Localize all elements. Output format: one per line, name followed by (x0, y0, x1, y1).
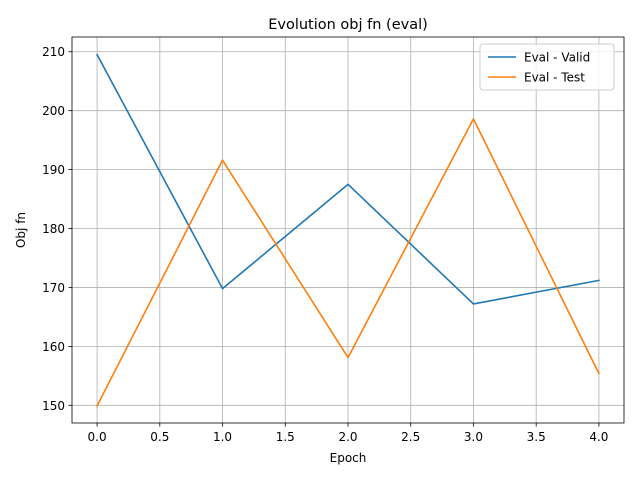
axis-ticks: 0.0 0.5 1.0 1.5 2.0 2.5 3.0 3.5 4.0 150 160 170 180 1… (42, 45, 608, 444)
x-axis-label: Epoch (330, 451, 367, 465)
legend-entry-label: Eval - Test (524, 71, 585, 85)
x-tick-label: 2.0 (338, 430, 357, 444)
series-lines (96, 53, 600, 407)
x-tick-label: 0.5 (150, 430, 169, 444)
legend-box (479, 43, 615, 91)
y-tick-label: 160 (42, 340, 65, 354)
y-tick-label: 150 (42, 399, 65, 413)
y-tick-label: 210 (42, 45, 65, 59)
legend: Eval - Valid Eval - Test (479, 43, 615, 91)
x-tick-label: 1.0 (213, 430, 232, 444)
x-tick-label: 3.0 (464, 430, 483, 444)
x-tick-label: 3.5 (527, 430, 546, 444)
x-tick-label: 2.5 (401, 430, 420, 444)
series-line-eval-valid (96, 53, 600, 305)
legend-entry-label: Eval - Valid (524, 51, 590, 65)
y-tick-label: 170 (42, 281, 65, 295)
grid-lines (72, 37, 624, 423)
series-line-eval-test (96, 118, 600, 407)
y-tick-label: 200 (42, 104, 65, 118)
y-tick-label: 190 (42, 163, 65, 177)
x-tick-label: 1.5 (276, 430, 295, 444)
y-tick-label: 180 (42, 222, 65, 236)
y-axis-label: Obj fn (14, 212, 28, 248)
x-tick-label: 0.0 (88, 430, 107, 444)
chart-title: Evolution obj fn (eval) (268, 17, 428, 33)
x-tick-label: 4.0 (589, 430, 608, 444)
